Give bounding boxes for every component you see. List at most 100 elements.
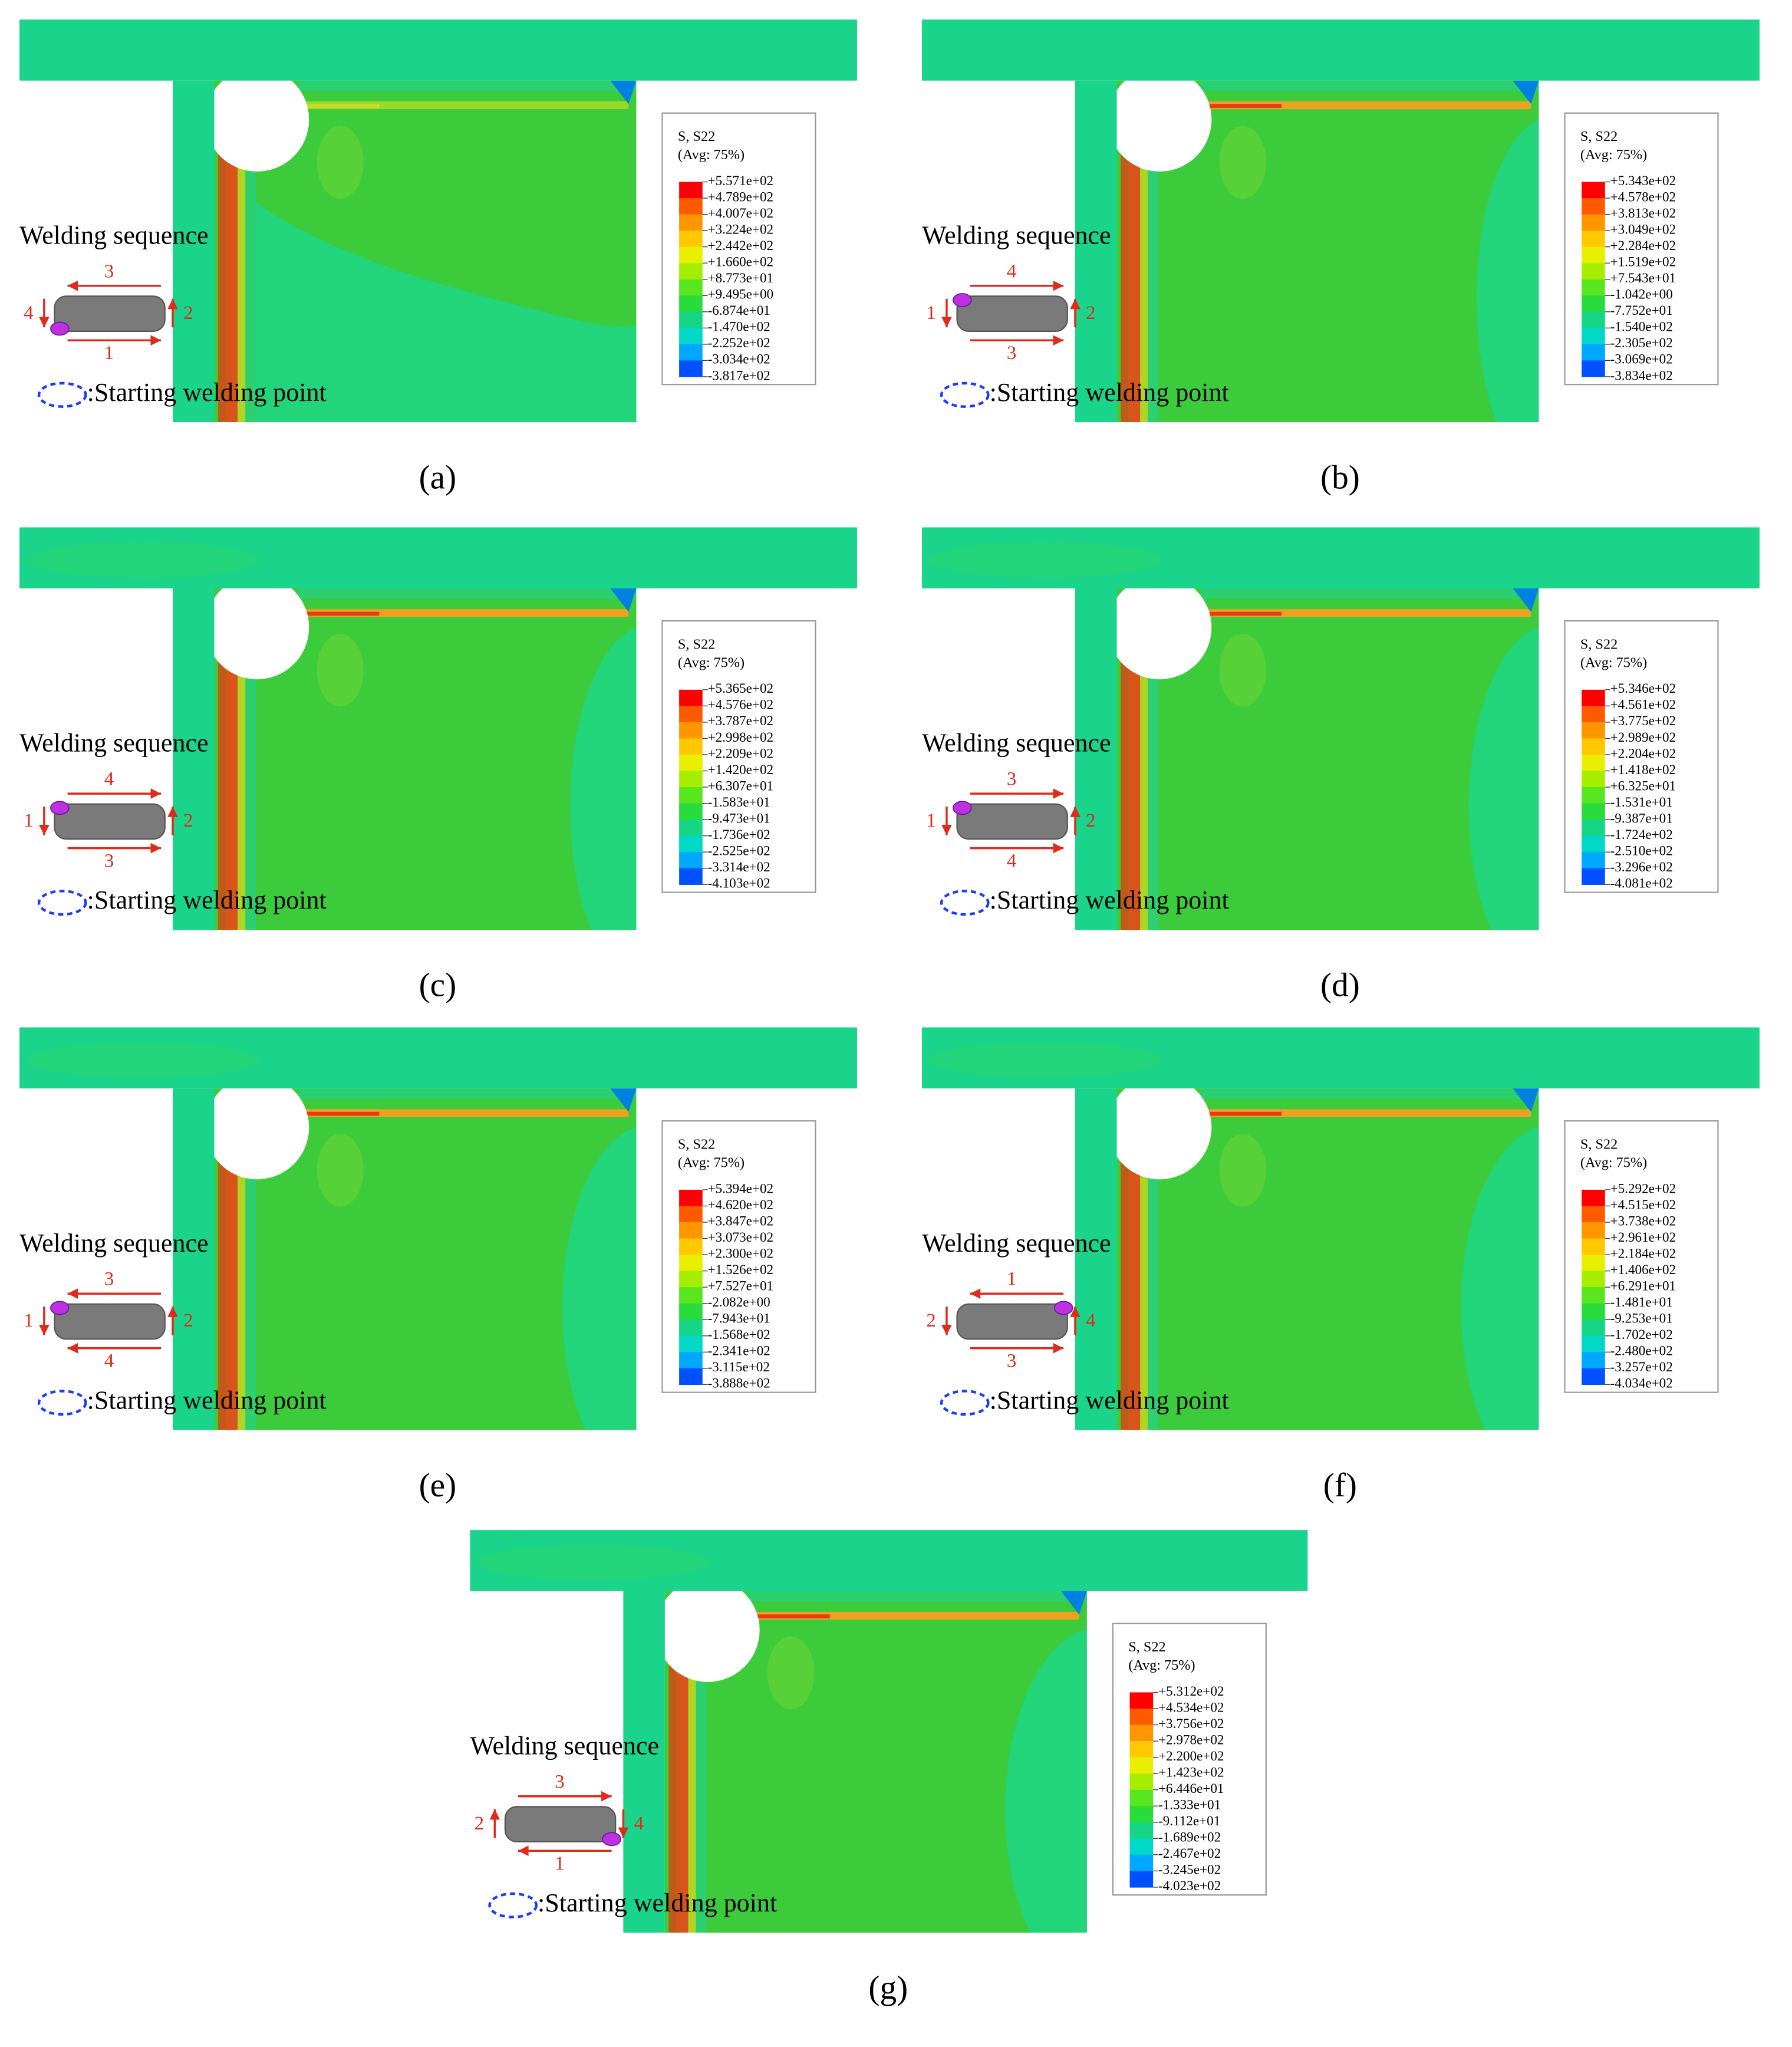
legend-subtitle: (Avg: 75%) xyxy=(1128,1657,1195,1673)
stem xyxy=(1075,80,1117,423)
arrow-head xyxy=(39,317,50,328)
sequence-number: 1 xyxy=(24,810,34,831)
legend-value: -2.082e+00 xyxy=(708,1295,770,1310)
legend-swatch xyxy=(1582,1368,1605,1385)
legend-swatch xyxy=(679,231,703,248)
panel: S, S22 (Avg: 75%) +5.343e+02+4.578e+02+3.8… xyxy=(922,19,1760,496)
sequence-number: 4 xyxy=(24,302,34,324)
legend-title: S, S22 xyxy=(1580,129,1618,144)
legend-swatch xyxy=(679,835,703,853)
sequence-number: 2 xyxy=(183,302,193,324)
legend-swatch xyxy=(1582,1319,1605,1337)
sequence-number: 1 xyxy=(1007,1269,1017,1290)
legend-value: -1.042e+00 xyxy=(1610,287,1673,302)
contour-region xyxy=(1461,1127,1539,1430)
caption: (c) xyxy=(419,967,457,1004)
legend-value: +4.515e+02 xyxy=(1610,1197,1676,1213)
legend-swatch xyxy=(1129,1871,1154,1888)
legend-value: -1.531e+01 xyxy=(1610,795,1673,810)
legend-swatch xyxy=(1129,1838,1154,1855)
start-symbol xyxy=(37,1390,87,1416)
legend-swatch xyxy=(1582,198,1605,215)
legend-swatch xyxy=(679,1368,703,1385)
legend-value: +5.365e+02 xyxy=(708,681,774,696)
legend-value: +2.998e+02 xyxy=(708,730,774,745)
weld-part xyxy=(956,1303,1068,1340)
sequence-number: 1 xyxy=(104,343,114,364)
contours xyxy=(1121,80,1539,423)
stress-stripe xyxy=(1148,674,1158,930)
stress-stripe xyxy=(696,1677,707,1933)
stem xyxy=(172,588,215,930)
contour-region xyxy=(562,1127,637,1430)
caption: (d) xyxy=(1320,967,1360,1004)
start-point xyxy=(953,801,972,815)
legend-swatch xyxy=(1582,1222,1605,1239)
weld-band xyxy=(301,609,629,617)
legend-value: -1.736e+02 xyxy=(708,827,770,843)
legend-value: -1.481e+01 xyxy=(1610,1295,1673,1310)
legend-title: S, S22 xyxy=(678,637,715,653)
hole xyxy=(1108,575,1212,680)
legend-value: +6.325e+01 xyxy=(1610,778,1676,794)
legend-value: -1.333e+01 xyxy=(1158,1798,1221,1813)
stress-stripe xyxy=(245,1174,256,1430)
legend-swatch xyxy=(1129,1757,1154,1774)
sequence-number: 4 xyxy=(1007,261,1017,282)
sequence-number: 3 xyxy=(104,1269,114,1290)
stress-stripe xyxy=(245,166,256,423)
sequence-number: 3 xyxy=(1007,343,1017,364)
sequence-number: 4 xyxy=(1086,1310,1096,1331)
weld-band xyxy=(301,101,629,110)
legend-value: -1.702e+02 xyxy=(1610,1327,1673,1342)
hole xyxy=(655,1578,760,1682)
stress-stripe xyxy=(1148,166,1158,423)
legend-value: +5.312e+02 xyxy=(1158,1684,1224,1699)
start-note: :Starting welding point xyxy=(990,378,1229,407)
legend-swatch xyxy=(1129,1709,1154,1726)
panel: S, S22(Avg: 75%) +5.394e+02+4.620e+02+3.8… xyxy=(19,1027,857,1504)
stress-stripe xyxy=(676,1666,689,1933)
legend-swatch xyxy=(1582,1189,1605,1207)
legend-value: +3.049e+02 xyxy=(1610,222,1676,237)
legend-swatch xyxy=(1582,295,1605,312)
legend-swatch xyxy=(1582,1238,1605,1255)
legend-swatch xyxy=(679,214,703,231)
start-note: :Starting welding point xyxy=(87,886,327,914)
legend-swatch xyxy=(679,246,703,264)
start-symbol xyxy=(488,1892,538,1918)
legend-swatch xyxy=(1582,231,1605,248)
legend-swatch xyxy=(1582,1335,1605,1352)
weld-part xyxy=(956,295,1068,332)
corner xyxy=(610,80,637,104)
legend-subtitle: (Avg: 75%) xyxy=(678,147,745,163)
arrow-head xyxy=(1053,335,1064,346)
legend-value: +3.224e+02 xyxy=(708,222,774,237)
legend-value: -4.034e+02 xyxy=(1610,1376,1673,1391)
legend-value: -3.834e+02 xyxy=(1610,368,1673,383)
legend-swatch xyxy=(679,1238,703,1255)
weld-band xyxy=(1204,1111,1282,1116)
hole xyxy=(205,575,309,680)
legend-value: -4.103e+02 xyxy=(708,876,770,891)
weld-band xyxy=(298,588,637,599)
legend-swatch xyxy=(679,182,703,199)
arrow-head xyxy=(618,1827,629,1838)
legend-value: -6.874e+01 xyxy=(708,303,770,318)
legend-value: +1.519e+02 xyxy=(1610,255,1676,270)
start-point xyxy=(953,293,972,307)
legend-value: +4.576e+02 xyxy=(708,697,774,713)
legend-value: +4.007e+02 xyxy=(708,206,774,221)
start-note: :Starting welding point xyxy=(990,886,1229,914)
legend-value: -2.467e+02 xyxy=(1158,1846,1221,1861)
weld-band xyxy=(1201,80,1539,91)
corner xyxy=(1513,1088,1539,1112)
sequence-number: 1 xyxy=(926,302,936,324)
legend-value: +2.442e+02 xyxy=(708,238,774,254)
contours xyxy=(218,80,637,423)
legend-value: -9.473e+01 xyxy=(708,811,770,826)
arrow-head xyxy=(941,824,952,835)
legend-value: +1.526e+02 xyxy=(708,1262,774,1278)
hole xyxy=(205,1075,309,1180)
